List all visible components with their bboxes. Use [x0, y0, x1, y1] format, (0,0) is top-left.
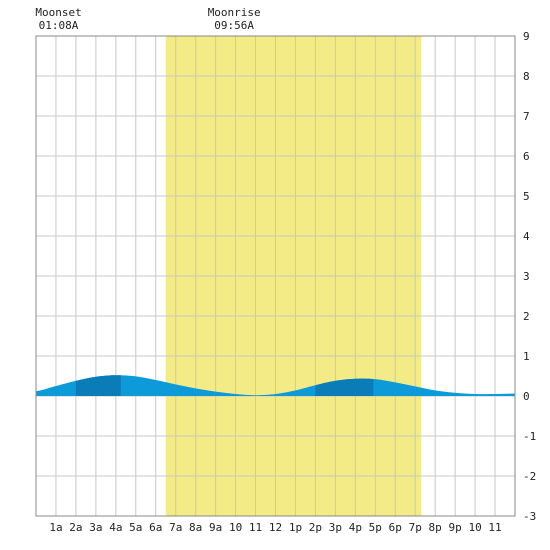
- x-tick-label: 3p: [329, 521, 342, 534]
- x-tick-label: 5p: [369, 521, 382, 534]
- moonset-time: 01:08A: [39, 19, 79, 32]
- y-tick-label: 5: [523, 190, 530, 203]
- plot-border: [35, 35, 516, 517]
- y-tick-label: 6: [523, 150, 530, 163]
- x-tick-label: 11: [488, 521, 501, 534]
- tide-area-highlight: [315, 378, 374, 396]
- x-tick-label: 2a: [69, 521, 82, 534]
- tide-area: [36, 375, 515, 396]
- y-tick-label: 4: [523, 230, 530, 243]
- x-tick-label: 9p: [449, 521, 462, 534]
- y-tick-label: 2: [523, 310, 530, 323]
- x-tick-label: 11: [249, 521, 262, 534]
- y-tick-label: 0: [523, 390, 530, 403]
- x-tick-label: 4p: [349, 521, 362, 534]
- y-tick-label: 3: [523, 270, 530, 283]
- x-tick-label: 8p: [429, 521, 442, 534]
- x-tick-label: 10: [468, 521, 481, 534]
- y-tick-label: -2: [523, 470, 536, 483]
- x-tick-label: 10: [229, 521, 242, 534]
- y-tick-label: -1: [523, 430, 536, 443]
- moonrise-label: Moonrise: [208, 6, 261, 19]
- x-axis-tick-labels: 1a 2a 3a 4a 5a 6a 7a 8a 9a 10 11 12 1p 2p 3p 4p 5p 6p 7p 8p…: [49, 521, 501, 534]
- y-tick-label: -3: [523, 510, 536, 523]
- x-tick-label: 12: [269, 521, 282, 534]
- x-tick-label: 7p: [409, 521, 422, 534]
- tide-area-layer: [36, 375, 515, 396]
- x-tick-label: 4a: [109, 521, 122, 534]
- y-tick-label: 8: [523, 70, 530, 83]
- y-tick-label: 1: [523, 350, 530, 363]
- y-tick-label: 9: [523, 30, 530, 43]
- x-tick-label: 8a: [189, 521, 202, 534]
- x-tick-label: 1a: [49, 521, 62, 534]
- grid-layer: [36, 36, 515, 516]
- y-tick-label: 7: [523, 110, 530, 123]
- x-tick-label: 2p: [309, 521, 322, 534]
- x-tick-label: 3a: [89, 521, 102, 534]
- moonrise-time: 09:56A: [214, 19, 254, 32]
- x-tick-label: 6p: [389, 521, 402, 534]
- tide-area-highlight: [75, 375, 121, 396]
- x-tick-label: 6a: [149, 521, 162, 534]
- x-tick-label: 5a: [129, 521, 142, 534]
- moonset-label: Moonset: [35, 6, 81, 19]
- x-tick-label: 1p: [289, 521, 302, 534]
- x-tick-label: 9a: [209, 521, 222, 534]
- x-tick-label: 7a: [169, 521, 182, 534]
- y-axis-tick-labels: -3 -2 -1 0 1 2 3 4 5 6 7 8 9: [523, 30, 536, 523]
